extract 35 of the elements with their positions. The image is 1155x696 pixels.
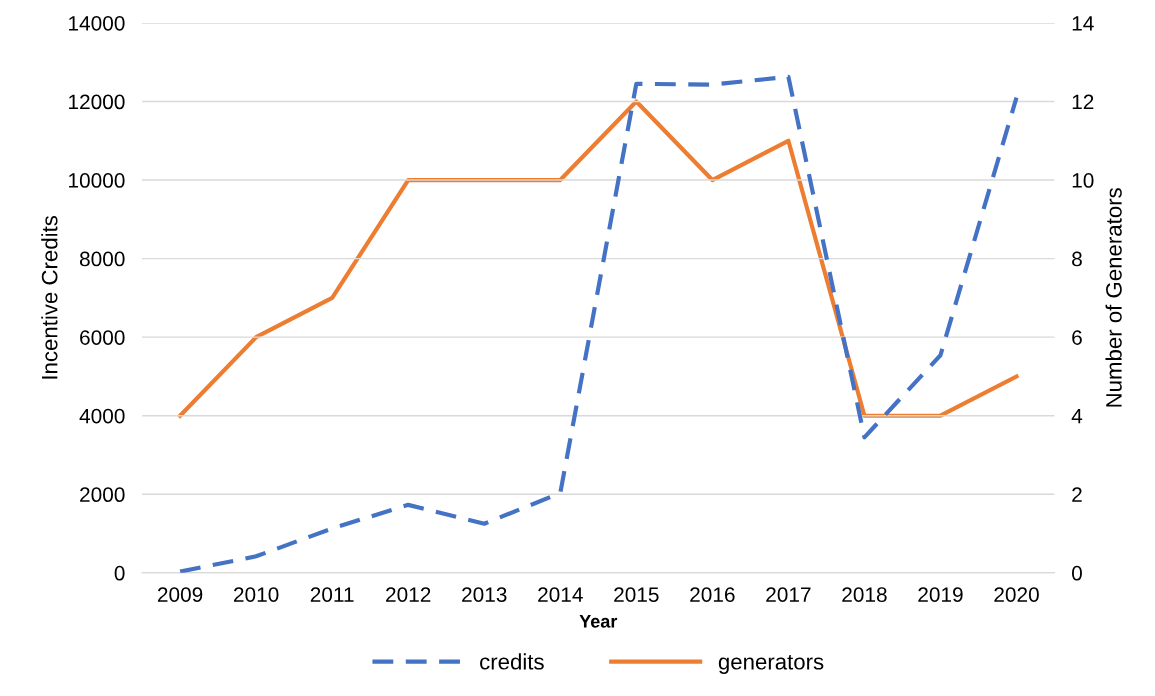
x-tick-label: 2015 xyxy=(614,587,659,602)
x-tick-label: 2009 xyxy=(157,587,203,602)
legend-label: credits xyxy=(480,653,544,670)
line-series xyxy=(177,99,1019,418)
x-tick-label: 2016 xyxy=(690,587,735,602)
y2-tick-label: 14 xyxy=(1072,16,1094,31)
x-tick-label: 2017 xyxy=(766,587,811,602)
y2-tick-label: 12 xyxy=(1072,94,1094,110)
x-tick-label: 2014 xyxy=(538,587,583,602)
x-tick-label: 2012 xyxy=(386,587,431,602)
y2-axis-title: Number of Generators xyxy=(1105,188,1122,407)
legend-label: generators xyxy=(718,655,824,675)
y2-tick-label: 8 xyxy=(1072,251,1082,267)
y-tick-label: 4000 xyxy=(79,408,125,424)
y-tick-label: 2000 xyxy=(80,487,125,503)
y2-tick-label: 6 xyxy=(1072,330,1082,345)
x-tick-label: 2011 xyxy=(310,587,354,602)
y-tick-label: 12000 xyxy=(69,94,125,110)
x-axis-title: Year xyxy=(579,615,618,628)
y2-tick-label: 0 xyxy=(1072,565,1082,581)
y2-tick-label: 2 xyxy=(1072,487,1082,502)
y2-tick-label: 10 xyxy=(1072,173,1094,188)
y-tick-label: 14000 xyxy=(69,15,125,31)
y-tick-label: 8000 xyxy=(79,251,125,267)
y-tick-label: 0 xyxy=(114,565,125,581)
x-tick-label: 2013 xyxy=(462,587,507,602)
x-tick-label: 2010 xyxy=(234,587,279,602)
x-tick-label: 2020 xyxy=(994,587,1039,602)
y-tick-label: 10000 xyxy=(69,173,125,188)
x-tick-label: 2018 xyxy=(842,587,887,602)
x-tick-label: 2019 xyxy=(918,587,963,602)
y2-tick-label: 4 xyxy=(1071,408,1083,424)
line-series xyxy=(177,74,1019,573)
y-tick-label: 6000 xyxy=(80,330,125,345)
y-axis-title: Incentive Credits xyxy=(41,215,58,379)
